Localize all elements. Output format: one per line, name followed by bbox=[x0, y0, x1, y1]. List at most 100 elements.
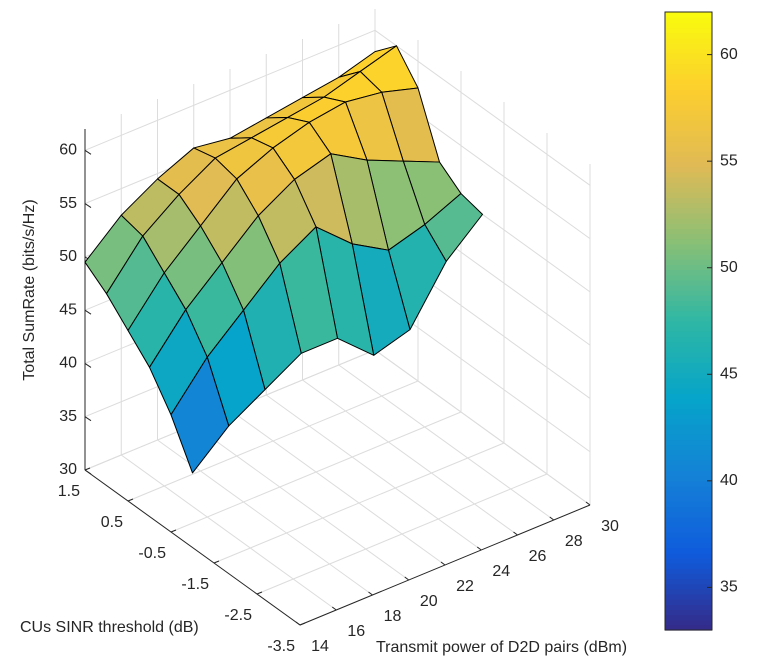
colorbar-swatch bbox=[665, 501, 712, 507]
y-tick-label: -1.5 bbox=[181, 576, 209, 593]
colorbar-swatch bbox=[665, 542, 712, 549]
grid-line bbox=[256, 473, 548, 595]
grid-line bbox=[193, 424, 410, 581]
colorbar-swatch bbox=[665, 351, 712, 358]
z-axis-label: Total SumRate (bits/s/Hz) bbox=[21, 199, 38, 380]
tick-mark bbox=[549, 516, 555, 521]
colorbar-swatch bbox=[665, 212, 712, 219]
colorbar-swatch bbox=[665, 563, 712, 569]
y-tick-label: 0.5 bbox=[101, 514, 123, 531]
tick-mark bbox=[256, 591, 263, 595]
tick-mark bbox=[84, 309, 92, 315]
colorbar-swatch bbox=[665, 480, 712, 487]
colorbar-swatch bbox=[665, 233, 712, 240]
x-tick-label: 26 bbox=[529, 548, 547, 565]
colorbar-swatch bbox=[665, 321, 712, 327]
x-axis-label: Transmit power of D2D pairs (dBm) bbox=[376, 639, 627, 656]
x-tick-label: 16 bbox=[347, 623, 365, 640]
colorbar-swatch bbox=[665, 599, 712, 605]
colorbar-swatch bbox=[665, 568, 712, 574]
colorbar-swatch bbox=[665, 532, 712, 538]
x-tick-label: 30 bbox=[601, 518, 619, 535]
colorbar-swatch bbox=[665, 496, 712, 502]
colorbar-frame bbox=[664, 11, 713, 631]
tick-mark bbox=[476, 546, 482, 551]
colorbar-swatch bbox=[665, 84, 712, 90]
tick-mark bbox=[84, 469, 92, 475]
tick-mark bbox=[84, 149, 92, 155]
colorbar-swatch bbox=[665, 341, 712, 348]
colorbar-swatch bbox=[665, 588, 712, 595]
colorbar-tick-label: 45 bbox=[720, 365, 738, 382]
colorbar-swatch bbox=[665, 310, 712, 317]
surface-face bbox=[170, 356, 230, 474]
colorbar-swatch bbox=[665, 547, 712, 554]
colorbar-swatch bbox=[665, 583, 712, 590]
grid-line bbox=[120, 454, 337, 611]
y-tick-label: -2.5 bbox=[224, 607, 252, 624]
colorbar-swatch bbox=[665, 42, 712, 49]
grid-line bbox=[127, 380, 419, 502]
colorbar-swatch bbox=[665, 604, 712, 610]
colorbar-swatch bbox=[665, 176, 712, 183]
tick-mark bbox=[84, 467, 91, 471]
tick-mark bbox=[127, 498, 134, 502]
colorbar-swatch bbox=[665, 279, 712, 286]
colorbar-swatch bbox=[665, 12, 712, 18]
colorbar-swatch bbox=[665, 140, 712, 147]
y-tick-label: 1.5 bbox=[58, 483, 80, 500]
colorbar-swatch bbox=[665, 274, 712, 281]
grid-line bbox=[170, 411, 462, 533]
colorbar-swatch bbox=[665, 37, 712, 44]
colorbar-swatch bbox=[665, 573, 712, 580]
colorbar-swatch bbox=[665, 460, 712, 466]
colorbar-swatch bbox=[665, 58, 712, 65]
colorbar-swatch bbox=[665, 63, 712, 70]
tick-mark bbox=[84, 203, 92, 209]
colorbar-swatch bbox=[665, 17, 712, 23]
x-tick-label: 18 bbox=[384, 608, 402, 625]
colorbar-swatch bbox=[665, 619, 712, 626]
colorbar-swatch bbox=[665, 295, 712, 301]
colorbar-swatch bbox=[665, 465, 712, 471]
z-tick-label: 40 bbox=[59, 355, 77, 372]
colorbar-swatch bbox=[665, 68, 712, 75]
tick-mark bbox=[404, 576, 410, 581]
colorbar-tick-label: 50 bbox=[720, 259, 738, 276]
colorbar-swatch bbox=[665, 48, 712, 54]
colorbar-tick-label: 40 bbox=[720, 472, 738, 489]
colorbar-swatch bbox=[665, 424, 712, 430]
colorbar-swatch bbox=[665, 336, 712, 343]
colorbar-swatch bbox=[665, 115, 712, 121]
colorbar-swatch bbox=[665, 207, 712, 214]
colorbar-swatch bbox=[665, 578, 712, 585]
colorbar-swatch bbox=[665, 593, 712, 600]
tick-mark bbox=[213, 560, 220, 564]
tick-mark bbox=[299, 622, 306, 626]
z-tick-label: 45 bbox=[59, 301, 77, 318]
colorbar-tick-label: 60 bbox=[720, 46, 738, 63]
y-tick-label: -3.5 bbox=[267, 638, 295, 655]
colorbar-swatch bbox=[665, 398, 712, 404]
colorbar-swatch bbox=[665, 537, 712, 544]
colorbar-swatch bbox=[665, 223, 712, 229]
grid-line bbox=[84, 29, 376, 151]
colorbar-swatch bbox=[665, 362, 712, 368]
x-tick-label: 14 bbox=[311, 638, 329, 655]
colorbar-swatch bbox=[665, 238, 712, 245]
colorbar-swatch bbox=[665, 218, 712, 224]
colorbar-swatch bbox=[665, 228, 712, 235]
colorbar-swatch bbox=[665, 367, 712, 374]
colorbar-swatch bbox=[665, 151, 712, 157]
tick-mark bbox=[513, 531, 518, 536]
z-tick-label: 30 bbox=[59, 461, 77, 478]
colorbar-swatch bbox=[665, 490, 712, 497]
colorbar-swatch bbox=[665, 78, 712, 85]
colorbar-swatch bbox=[665, 521, 712, 528]
colorbar-swatch bbox=[665, 418, 712, 425]
colorbar-swatch bbox=[665, 393, 712, 399]
colorbar-swatch bbox=[665, 624, 712, 631]
colorbar-swatch bbox=[665, 109, 712, 116]
colorbar-swatch bbox=[665, 305, 712, 312]
colorbar-swatch bbox=[665, 403, 712, 410]
